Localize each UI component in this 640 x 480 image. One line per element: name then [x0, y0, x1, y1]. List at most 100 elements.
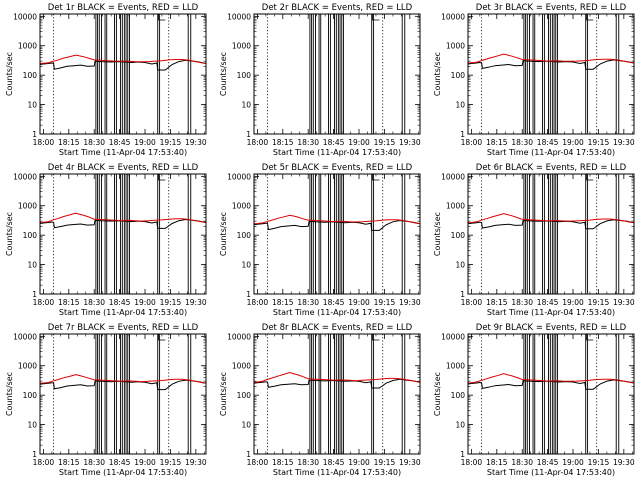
y-tick-label: 10	[455, 261, 465, 270]
x-tick-label: 18:30	[297, 298, 319, 307]
x-tick-label: 18:15	[58, 298, 80, 307]
lld-series-line	[467, 213, 635, 224]
x-tick-label: 19:00	[134, 458, 156, 467]
data-gap-bar	[120, 333, 123, 455]
plot-frame	[467, 333, 635, 455]
data-gap-bar	[318, 13, 322, 135]
data-gap-bar	[127, 333, 130, 455]
y-tick-label: 10000	[13, 12, 37, 21]
data-gap-bar	[318, 173, 322, 295]
lld-series-line	[39, 212, 207, 223]
x-tick-label: 18:00	[247, 458, 269, 467]
data-gap-bar	[542, 333, 545, 455]
data-gap-bar	[337, 333, 341, 455]
y-tick-label: 10000	[441, 12, 465, 21]
x-tick-label: 18:45	[323, 298, 345, 307]
data-gap-bar	[548, 13, 551, 135]
data-gap-bar	[312, 13, 316, 135]
x-axis-label: Start Time (11-Apr-04 17:53:40)	[487, 148, 615, 157]
y-tick-label: 10000	[441, 332, 465, 341]
x-axis-label: Start Time (11-Apr-04 17:53:40)	[487, 468, 615, 477]
x-tick-label: 18:00	[461, 138, 483, 147]
x-tick-label: 19:30	[613, 458, 635, 467]
y-tick-label: 1000	[446, 362, 465, 371]
chart-title: Det 1r BLACK = Events, RED = LLD	[48, 3, 199, 13]
state-marker	[586, 14, 594, 21]
y-tick-label: 10	[241, 421, 251, 430]
data-gap-bar	[585, 13, 589, 135]
chart-title: Det 2r BLACK = Events, RED = LLD	[262, 3, 413, 13]
x-tick-label: 19:00	[562, 298, 584, 307]
chart-title: Det 3r BLACK = Events, RED = LLD	[476, 3, 627, 13]
y-axis-label: Counts/sec	[219, 52, 228, 96]
data-gap-bar	[526, 173, 530, 295]
y-tick-label: 1000	[446, 42, 465, 51]
y-tick-label: 10000	[13, 172, 37, 181]
x-axis-label: Start Time (11-Apr-04 17:53:40)	[273, 308, 401, 317]
data-gap-bar	[401, 13, 406, 135]
data-gap-bar	[371, 13, 375, 135]
data-gap-bar	[542, 13, 545, 135]
x-tick-label: 18:15	[272, 458, 294, 467]
x-tick-label: 18:45	[323, 138, 345, 147]
y-axis-label: Counts/sec	[219, 212, 228, 256]
x-tick-label: 19:30	[185, 458, 207, 467]
x-tick-label: 19:00	[562, 458, 584, 467]
y-tick-label: 10	[241, 101, 251, 110]
events-series-line	[467, 59, 635, 70]
y-tick-label: 1	[460, 290, 465, 299]
y-tick-label: 100	[23, 231, 38, 240]
data-gap-bar	[551, 173, 555, 295]
x-tick-label: 18:45	[537, 138, 559, 147]
data-gap-bar	[157, 173, 161, 295]
plot-frame	[39, 13, 207, 135]
data-gap-bar	[98, 333, 102, 455]
data-gap-bar	[312, 333, 316, 455]
data-gap-bar	[615, 173, 620, 295]
y-tick-label: 100	[451, 231, 466, 240]
plot-frame	[467, 173, 635, 295]
data-gap-bar	[328, 333, 331, 455]
chart-title: Det 7r BLACK = Events, RED = LLD	[48, 323, 199, 333]
data-gap-bar	[123, 13, 127, 135]
x-tick-label: 18:45	[537, 298, 559, 307]
x-tick-label: 18:00	[461, 298, 483, 307]
data-gap-bar	[120, 13, 123, 135]
state-marker	[372, 334, 380, 341]
events-series-line	[253, 219, 421, 231]
data-gap-bar	[334, 333, 337, 455]
data-gap-bar	[615, 13, 620, 135]
y-tick-label: 1000	[18, 42, 37, 51]
data-gap-bar	[401, 173, 406, 295]
data-gap-bar	[157, 13, 161, 135]
x-tick-label: 19:15	[374, 298, 396, 307]
y-tick-label: 10000	[227, 332, 251, 341]
data-gap-bar	[187, 13, 192, 135]
events-series-line	[253, 378, 421, 389]
data-gap-bar	[309, 13, 313, 135]
y-tick-label: 100	[237, 71, 252, 80]
x-tick-label: 18:15	[486, 138, 508, 147]
y-axis-label: Counts/sec	[5, 212, 14, 256]
y-tick-label: 100	[237, 391, 252, 400]
chart-panel: Det 3r BLACK = Events, RED = LLD 1 10 100 10…	[433, 3, 635, 157]
x-tick-label: 19:00	[348, 298, 370, 307]
data-gap-bar	[585, 173, 589, 295]
lld-series-line	[253, 214, 421, 225]
x-tick-label: 19:30	[185, 138, 207, 147]
y-tick-label: 1	[32, 290, 37, 299]
x-tick-label: 19:30	[613, 298, 635, 307]
data-gap-bar	[371, 333, 375, 455]
y-tick-label: 10	[27, 101, 37, 110]
data-gap-bar	[555, 13, 558, 135]
data-gap-bar	[187, 173, 192, 295]
x-tick-label: 18:45	[109, 458, 131, 467]
y-tick-label: 1000	[232, 202, 251, 211]
y-tick-label: 10	[241, 261, 251, 270]
state-marker	[372, 14, 380, 21]
x-tick-label: 19:15	[160, 458, 182, 467]
x-tick-label: 18:15	[58, 138, 80, 147]
x-axis-label: Start Time (11-Apr-04 17:53:40)	[59, 148, 187, 157]
x-tick-label: 19:00	[134, 138, 156, 147]
x-tick-label: 19:00	[134, 298, 156, 307]
